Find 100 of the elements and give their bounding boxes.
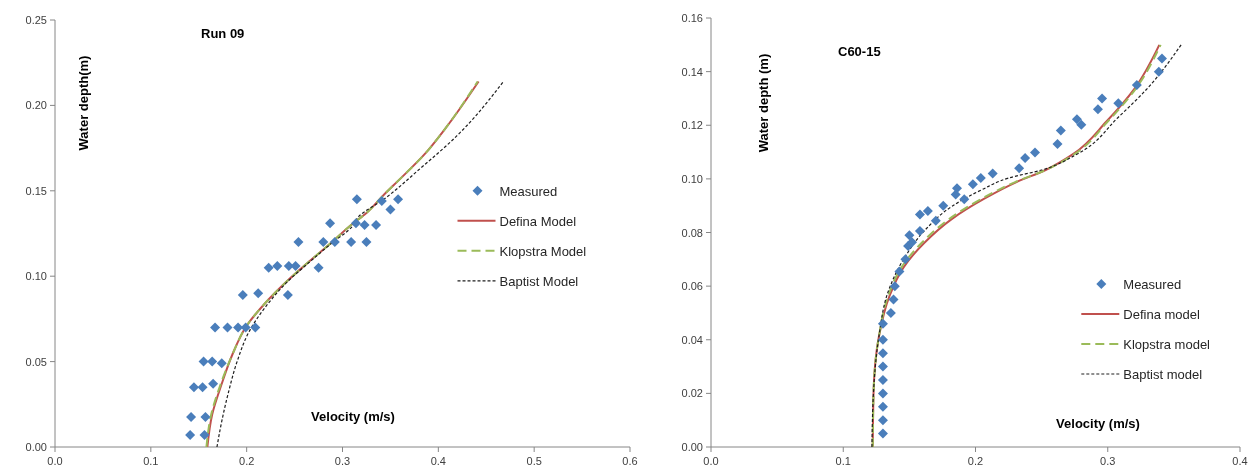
point [1076,119,1087,130]
y-tick-label: 0.00 [681,441,703,453]
point [877,348,888,359]
y-tick-label: 0.15 [25,184,47,197]
point [1052,139,1063,150]
legend-label: Baptist Model [499,273,579,289]
point [1097,93,1108,104]
point [329,237,340,248]
y-tick-label: 0.16 [681,12,703,24]
point [1113,98,1124,109]
point [350,218,361,229]
point [385,204,396,215]
point [877,318,888,329]
y-tick-label: 0.12 [681,119,703,132]
point [216,358,227,369]
point [967,179,978,190]
point [198,356,209,367]
legend-label: Defina Model [499,213,577,229]
point [318,237,329,248]
point [359,219,370,230]
point [186,412,197,423]
legend-label: Measured [499,183,558,199]
point [207,356,218,367]
point [1092,104,1103,115]
point [197,382,208,393]
point [185,430,196,441]
legend-label: Defina model [1123,306,1201,322]
point [361,237,372,248]
point [210,322,221,333]
point [877,401,888,412]
x-tick-label: 0.6 [622,455,638,467]
y-tick-label: 0.08 [681,226,703,239]
point [894,266,905,277]
point [1153,66,1164,77]
y-tick-label: 0.10 [681,172,703,185]
point [393,194,404,205]
y-tick-label: 0.20 [25,99,47,112]
y-tick-label: 0.06 [681,280,703,293]
y-tick-label: 0.04 [681,333,703,346]
point [877,415,888,426]
x-tick-label: 0.3 [1100,455,1116,467]
point [877,374,888,385]
x-tick-label: 0.0 [47,455,63,467]
point [877,388,888,399]
point [975,173,986,184]
point [200,412,211,423]
y-tick-label: 0.05 [25,355,47,368]
y-tick-label: 0.00 [25,441,47,453]
x-tick-label: 0.1 [143,455,159,467]
x-tick-label: 0.4 [1232,455,1248,467]
point [1030,147,1041,158]
text: C60-15 [838,44,881,59]
x-tick-label: 0.0 [703,455,719,467]
point [900,254,911,265]
x-tick-label: 0.2 [239,455,255,467]
y-axis-title: Water depth (m) [756,53,771,153]
legend-label: Measured [1123,276,1182,292]
point [1071,114,1082,125]
point [877,361,888,372]
y-tick-label: 0.14 [681,65,703,78]
point [877,334,888,345]
point [371,219,382,230]
point [914,225,925,236]
point [282,289,293,300]
y-axis-title: Water depth(m) [76,55,91,151]
point [877,428,888,439]
point [938,200,949,211]
point [889,281,900,292]
legend-label: Baptist model [1123,366,1203,382]
point [914,209,925,220]
x-tick-label: 0.3 [334,455,351,467]
point [959,194,970,205]
y-tick-label: 0.02 [681,387,703,400]
x-axis-title: Velocity (m/s) [311,409,395,424]
point [263,262,274,273]
point [237,289,248,300]
point [293,237,304,248]
point [907,237,918,248]
point [885,307,896,318]
point [283,260,294,271]
x-tick-label: 0.2 [967,455,984,467]
point [222,322,233,333]
point [904,230,915,241]
x-tick-label: 0.1 [835,455,851,467]
point [1014,163,1025,174]
text: Run 09 [201,26,245,41]
legend-label: Klopstra model [1123,336,1211,352]
point [888,294,899,305]
y-tick-label: 0.10 [25,270,47,283]
y-tick-label: 0.25 [25,14,47,26]
point [208,378,219,389]
x-axis-title: Velocity (m/s) [1056,416,1140,431]
point [346,237,357,248]
point [325,218,336,229]
point [1156,53,1167,64]
point [188,382,199,393]
x-tick-label: 0.4 [430,455,446,467]
point [1131,80,1142,91]
x-tick-label: 0.5 [526,455,542,467]
point [240,322,251,333]
